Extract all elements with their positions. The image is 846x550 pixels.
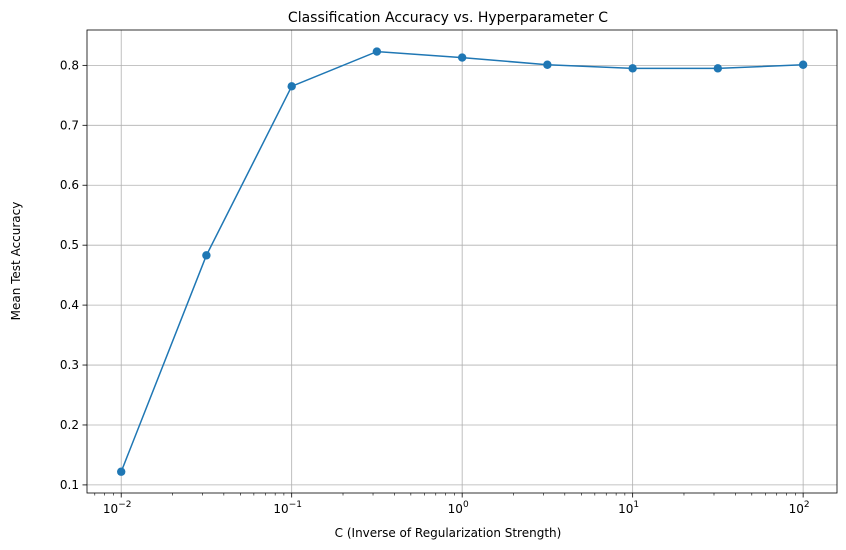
y-axis: 0.1 0.2 0.3 0.4 0.5 0.6 0.7 0.8 [60,58,87,492]
data-point [628,64,637,73]
y-tick-label: 0.3 [60,358,79,372]
x-tick-label: 10−2 [103,500,132,516]
x-axis-title: C (Inverse of Regularization Strength) [335,526,562,540]
chart-title: Classification Accuracy vs. Hyperparamet… [288,10,608,26]
x-tick-label: 10−1 [273,500,302,516]
data-point [543,60,552,69]
y-tick-label: 0.2 [60,418,79,432]
data-point [372,47,382,56]
x-axis: 10−2 10−1 100 101 102 [94,493,810,516]
y-tick-label: 0.6 [60,178,79,192]
data-point [798,60,808,69]
data-point [457,53,467,62]
y-axis-title: Mean Test Accuracy [9,202,23,321]
data-point [713,64,723,73]
y-tick-label: 0.7 [60,118,79,132]
y-tick-label: 0.5 [60,238,79,252]
y-tick-label: 0.4 [60,298,79,312]
data-point [117,467,126,476]
grid [87,30,837,493]
data-point [287,82,296,91]
y-tick-label: 0.8 [60,58,79,72]
series-layer [117,47,808,476]
data-point [202,251,211,260]
x-tick-label: 100 [448,500,469,516]
x-tick-label: 101 [618,500,639,516]
x-tick-label: 102 [789,500,810,516]
y-tick-label: 0.1 [60,478,79,492]
